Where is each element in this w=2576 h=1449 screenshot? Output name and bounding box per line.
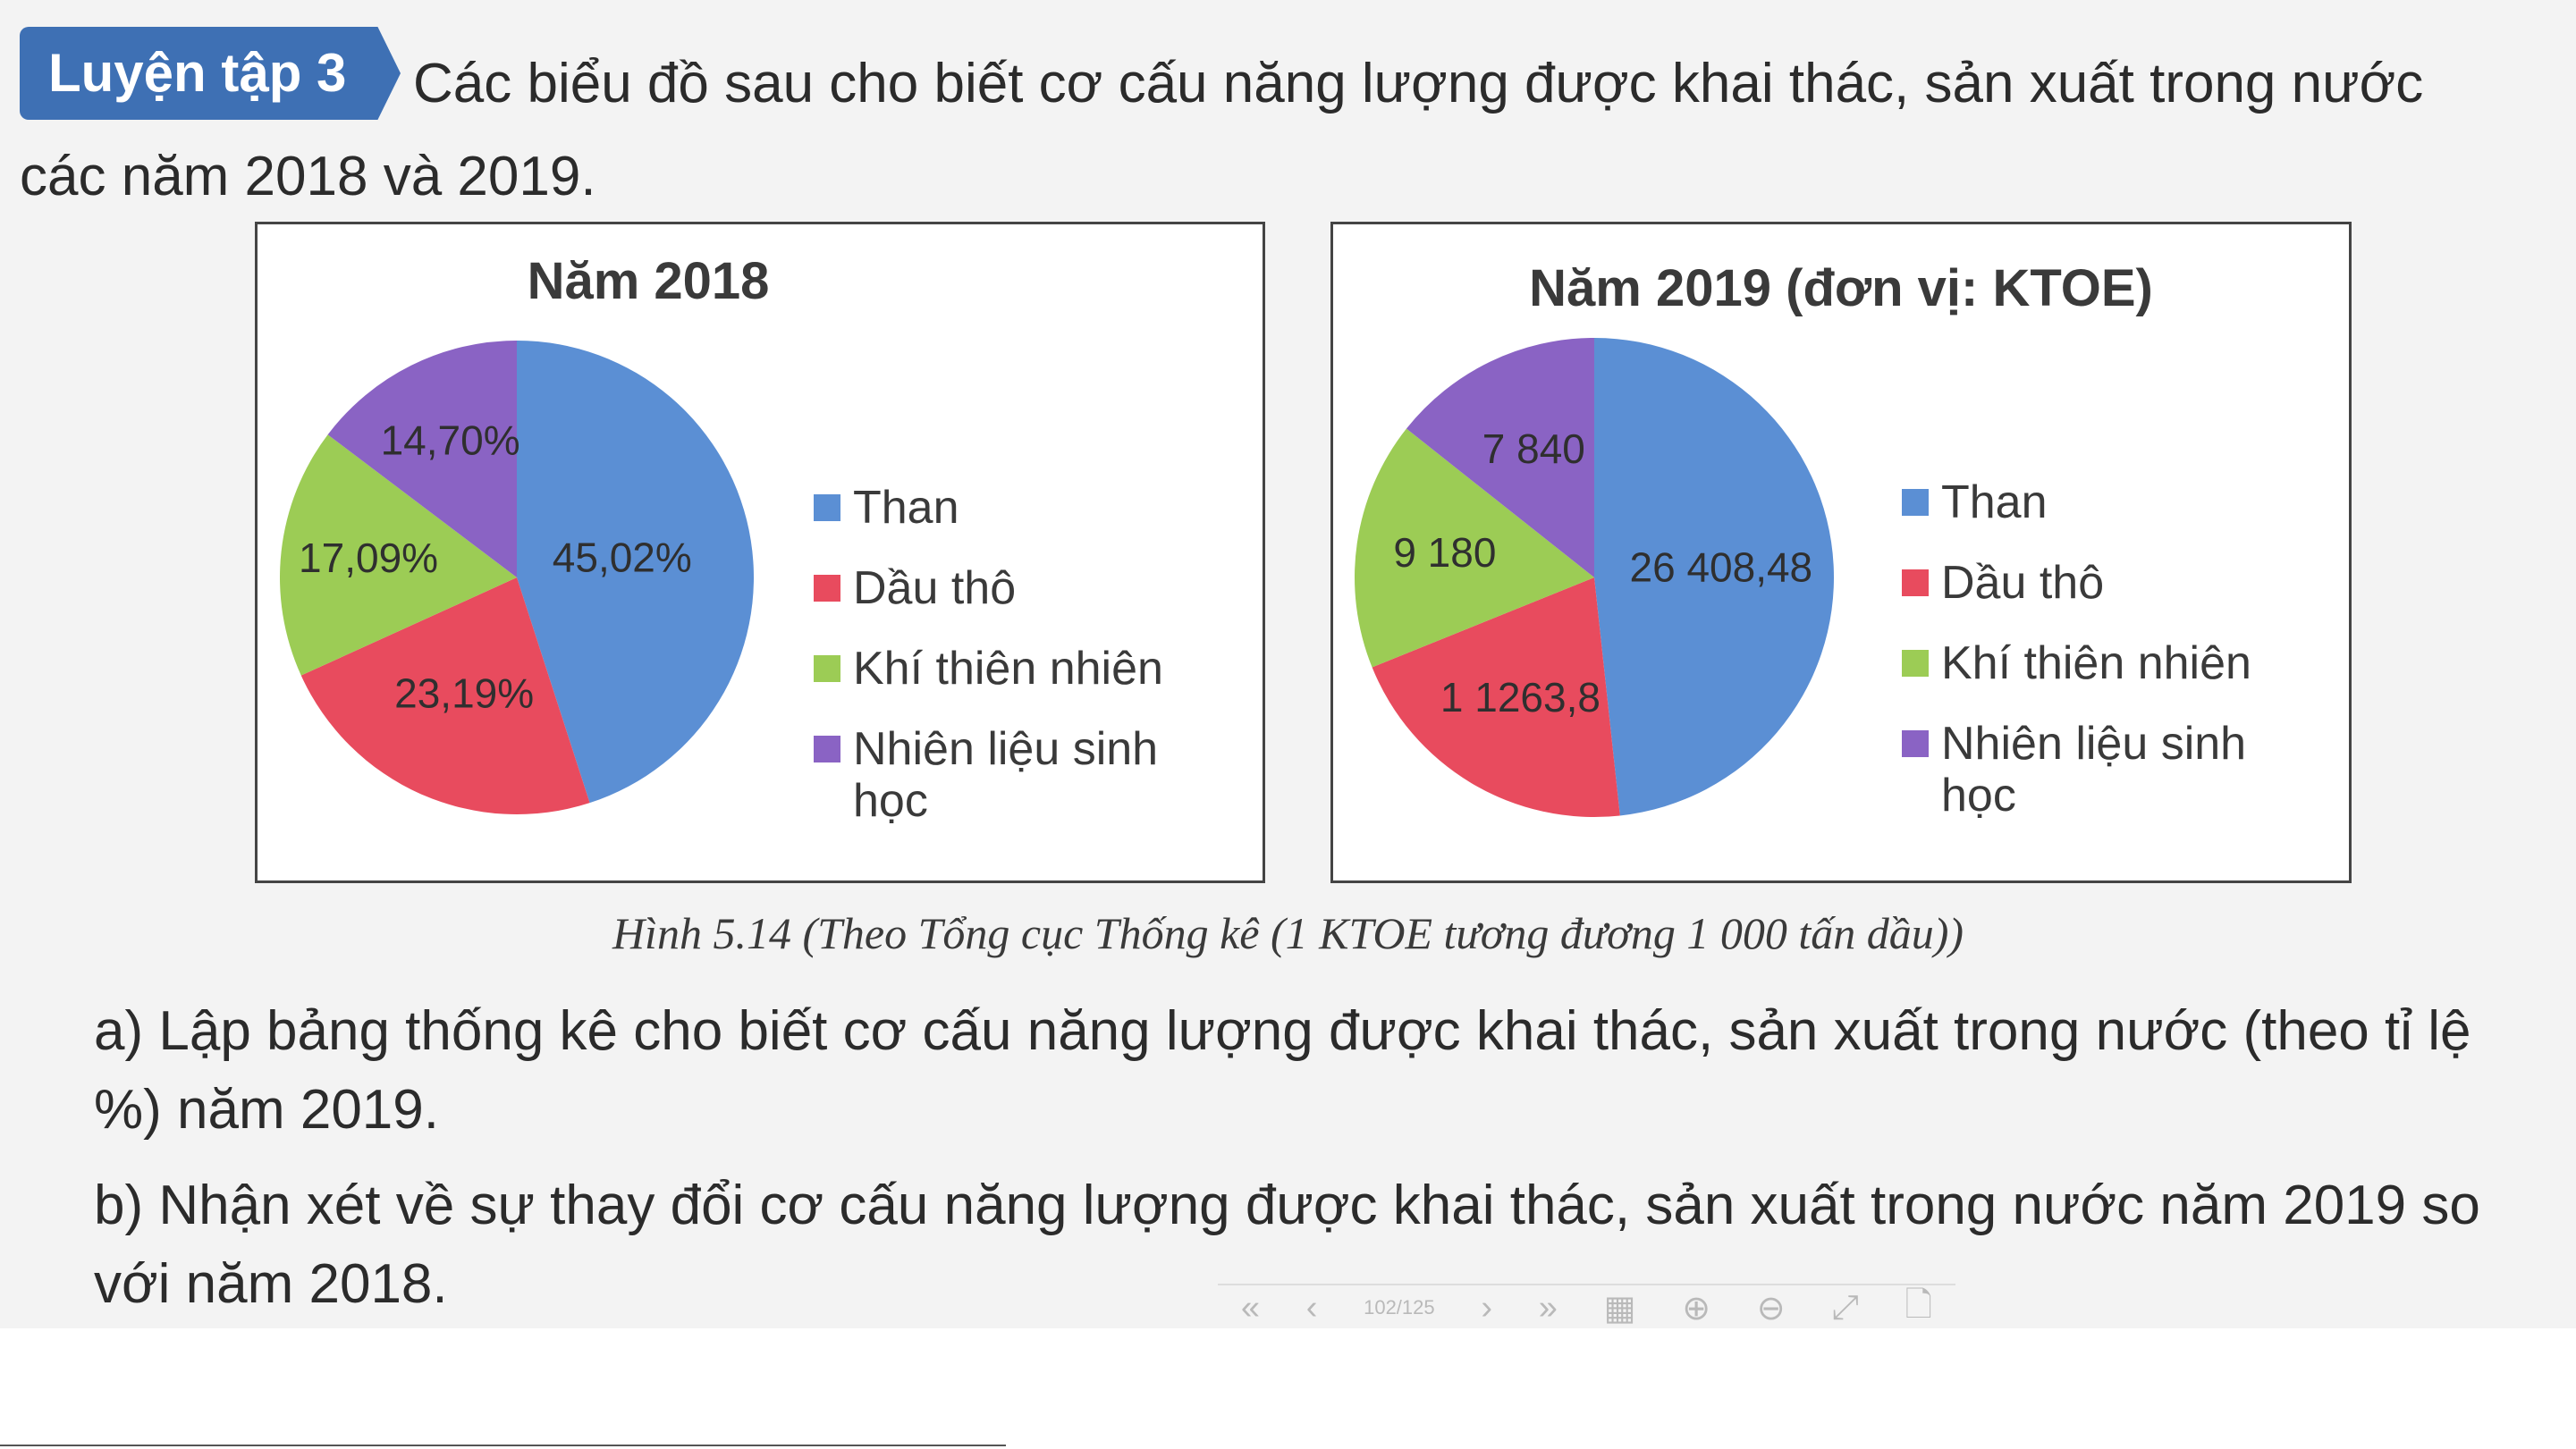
first-page-icon[interactable]: « [1240,1288,1260,1327]
pie-slice-nhien-lieu-sinh-hoc [1406,338,1594,577]
data-label-than: 45,02% [553,535,692,581]
pie-slice-than [517,341,755,804]
legend-label: Dầu thô [1941,557,2105,609]
pie-svg: 45,02% 23,19% 17,09% 14,70% [280,341,755,814]
exercise-badge: Luyện tập 3 [20,27,401,120]
legend-item-nhien-lieu-sinh-hoc: Nhiên liệu sinh học [1902,718,2317,825]
legend-swatch [1902,569,1929,596]
pie-chart-2018: Năm 2018 45,02% 23,19% 17,09% 14,70% Than Dầ… [255,222,1265,883]
legend-label: Nhiên liệu sinh học [853,723,1159,827]
grid-view-icon[interactable]: ▦ [1603,1289,1636,1327]
legend-label: Khí thiên nhiên [1941,637,2251,689]
legend-item-than: Than [1902,476,2317,557]
intro-text: Các biểu đồ sau cho biết cơ cấu năng lượ… [20,38,2505,223]
last-page-icon[interactable]: » [1538,1288,1558,1327]
figure-caption: Hình 5.14 (Theo Tổng cục Thống kê (1 KTO… [612,908,1964,958]
legend-label: Than [1941,476,2048,528]
chart-legend: Than Dầu thô Khí thiên nhiên Nhiên liệu sin… [1902,476,2317,825]
legend-label: Nhiên liệu sinh học [1941,718,2247,821]
pie-slice-than [1594,338,1835,816]
footer-divider [0,1445,1006,1446]
legend-swatch [1902,650,1929,677]
legend-swatch [814,655,840,682]
question-a: a) Lập bảng thống kê cho biết cơ cấu năn… [94,1000,2471,1141]
legend-label: Dầu thô [853,562,1017,614]
pie-slice-dau-tho [300,577,590,814]
legend-label: Than [853,482,959,534]
chart-title: Năm 2018 [527,252,770,310]
download-icon[interactable]: 🗋 [1905,1285,1933,1324]
zoom-in-icon[interactable]: ⊕ [1682,1289,1711,1327]
legend-item-than: Than [814,482,1229,562]
pie-slice-dau-tho [1372,577,1620,817]
data-label-nhien-lieu-sinh-hoc: 14,70% [381,417,520,464]
pie-slice-nhien-lieu-sinh-hoc [327,341,517,577]
data-label-dau-tho: 1 1263,8 [1440,674,1600,720]
next-page-icon[interactable]: › [1481,1288,1492,1327]
legend-item-nhien-lieu-sinh-hoc: Nhiên liệu sinh học [814,723,1229,830]
legend-swatch [814,736,840,762]
data-label-than: 26 408,48 [1630,544,1813,591]
chart-legend: Than Dầu thô Khí thiên nhiên Nhiên liệu sin… [814,482,1229,830]
legend-item-khi-thien-nhien: Khí thiên nhiên [814,643,1229,723]
zoom-out-icon[interactable]: ⊖ [1756,1289,1786,1327]
chart-title: Năm 2019 (đơn vị: KTOE) [1529,259,2153,317]
data-label-khi-thien-nhien: 17,09% [299,535,438,581]
data-label-khi-thien-nhien: 9 180 [1393,529,1496,576]
data-label-nhien-lieu-sinh-hoc: 7 840 [1482,425,1585,472]
question-b: b) Nhận xét về sự thay đổi cơ cấu năng l… [94,1175,2480,1315]
intro-text-content: Các biểu đồ sau cho biết cơ cấu năng lượ… [20,53,2424,207]
legend-swatch [1902,489,1929,516]
pie-slice-khi-thien-nhien [280,434,517,676]
legend-swatch [814,494,840,521]
page-indicator: 102/125 [1364,1296,1435,1318]
pie-svg: 26 408,48 1 1263,8 9 180 7 840 [1355,338,1835,817]
pie-slice-khi-thien-nhien [1355,428,1594,668]
pie-chart-2019: Năm 2019 (đơn vị: KTOE) 26 408,48 1 1263,… [1330,222,2352,883]
legend-item-khi-thien-nhien: Khí thiên nhiên [1902,637,2317,718]
data-label-dau-tho: 23,19% [394,670,534,716]
legend-swatch [1902,730,1929,757]
legend-swatch [814,575,840,602]
prev-page-icon[interactable]: ‹ [1305,1288,1318,1327]
legend-item-dau-tho: Dầu thô [814,562,1229,643]
legend-label: Khí thiên nhiên [853,643,1163,695]
fullscreen-icon[interactable]: ⤢ [1831,1288,1859,1327]
legend-item-dau-tho: Dầu thô [1902,557,2317,637]
viewer-toolbar: « ‹ 102/125 › » ▦ ⊕ ⊖ ⤢ 🗋 [1218,1284,1955,1330]
